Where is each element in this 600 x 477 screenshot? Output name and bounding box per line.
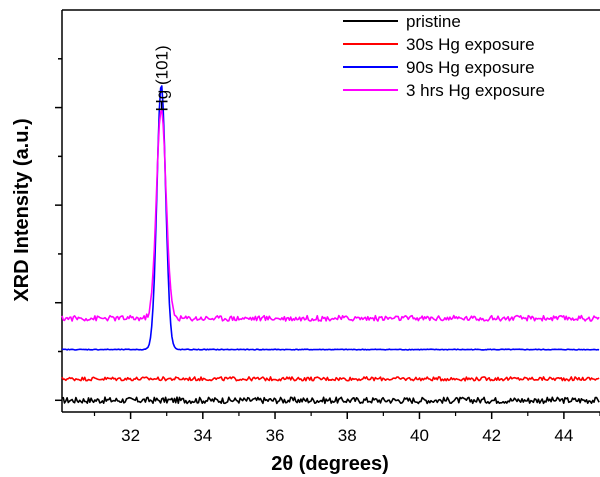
- legend: pristine 30s Hg exposure 90s Hg exposure 3 …: [343, 12, 545, 100]
- legend-label-0: pristine: [406, 12, 461, 31]
- x-tick-label-36: 36: [266, 426, 285, 445]
- x-tick-label-32: 32: [121, 426, 140, 445]
- annotations: Hg (101): [152, 45, 171, 111]
- series-layer: [61, 85, 600, 405]
- x-tick-label-40: 40: [410, 426, 429, 445]
- axis-layer: 32 34 36 38 40 42 44: [55, 58, 600, 445]
- series-line-0: [61, 396, 600, 405]
- x-axis-title: 2θ (degrees): [271, 453, 389, 475]
- y-axis-title: XRD Intensity (a.u.): [11, 118, 33, 301]
- plot-frame: [61, 9, 600, 413]
- annotation-label-0: Hg (101): [152, 45, 171, 111]
- series-line-3: [61, 108, 600, 322]
- x-tick-label-38: 38: [338, 426, 357, 445]
- legend-label-1: 30s Hg exposure: [406, 35, 535, 54]
- x-tick-label-34: 34: [193, 426, 212, 445]
- series-line-2: [61, 85, 600, 351]
- x-tick-label-42: 42: [482, 426, 501, 445]
- x-tick-label-44: 44: [554, 426, 573, 445]
- legend-label-2: 90s Hg exposure: [406, 58, 535, 77]
- legend-label-3: 3 hrs Hg exposure: [406, 81, 545, 100]
- series-line-1: [61, 376, 600, 382]
